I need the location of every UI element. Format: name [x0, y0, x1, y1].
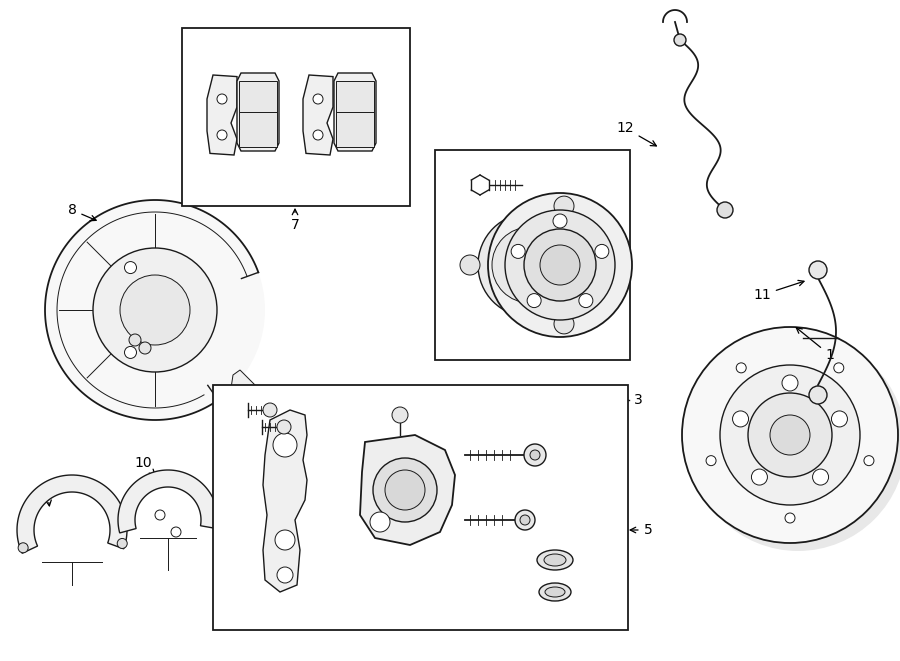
Circle shape [785, 513, 795, 523]
Circle shape [553, 214, 567, 228]
Bar [435, 150, 630, 360]
Circle shape [478, 213, 582, 317]
Circle shape [120, 275, 190, 345]
Text: 6: 6 [302, 570, 382, 597]
Circle shape [674, 34, 686, 46]
Text: 1: 1 [796, 328, 834, 362]
Circle shape [595, 245, 608, 258]
Ellipse shape [545, 587, 565, 597]
Circle shape [217, 94, 227, 104]
Circle shape [129, 334, 141, 346]
Circle shape [392, 407, 408, 423]
Circle shape [706, 455, 716, 465]
Circle shape [748, 393, 832, 477]
Text: 3: 3 [622, 393, 643, 407]
Circle shape [809, 261, 827, 279]
Bar [182, 28, 410, 206]
Polygon shape [237, 73, 279, 151]
Circle shape [520, 515, 530, 525]
Polygon shape [118, 470, 218, 533]
Circle shape [273, 433, 297, 457]
Circle shape [492, 227, 568, 303]
Ellipse shape [544, 554, 566, 566]
Circle shape [277, 567, 293, 583]
Polygon shape [207, 75, 237, 155]
Text: 7: 7 [291, 209, 300, 232]
Polygon shape [17, 475, 127, 553]
Circle shape [524, 229, 596, 301]
Circle shape [690, 335, 900, 551]
Polygon shape [263, 410, 307, 592]
Circle shape [717, 202, 733, 218]
Polygon shape [230, 370, 260, 410]
Circle shape [530, 450, 540, 460]
Circle shape [554, 196, 574, 216]
Circle shape [313, 130, 323, 140]
Circle shape [263, 403, 277, 417]
Text: 2: 2 [438, 278, 459, 292]
Text: 12: 12 [616, 121, 656, 146]
Circle shape [370, 512, 390, 532]
Circle shape [124, 346, 137, 358]
Circle shape [313, 94, 323, 104]
Circle shape [373, 458, 437, 522]
Circle shape [527, 293, 541, 307]
Text: 11: 11 [753, 280, 804, 302]
Circle shape [720, 365, 860, 505]
Circle shape [832, 411, 848, 427]
Circle shape [579, 293, 593, 307]
Circle shape [752, 469, 768, 485]
Circle shape [511, 245, 526, 258]
Circle shape [554, 314, 574, 334]
Circle shape [524, 444, 546, 466]
Circle shape [385, 470, 425, 510]
Circle shape [217, 130, 227, 140]
Circle shape [277, 420, 291, 434]
Text: 8: 8 [68, 203, 96, 221]
Text: 9: 9 [42, 483, 51, 506]
Circle shape [117, 539, 127, 549]
Circle shape [813, 469, 829, 485]
Circle shape [833, 363, 844, 373]
Circle shape [736, 363, 746, 373]
Circle shape [682, 327, 898, 543]
Text: 10: 10 [134, 456, 155, 475]
Circle shape [45, 200, 265, 420]
Polygon shape [239, 81, 277, 147]
Circle shape [155, 510, 165, 520]
Circle shape [770, 415, 810, 455]
Polygon shape [336, 81, 374, 147]
Polygon shape [360, 435, 455, 545]
Circle shape [93, 248, 217, 372]
Circle shape [505, 210, 615, 320]
Circle shape [733, 411, 749, 427]
Circle shape [782, 375, 798, 391]
Bar [213, 385, 628, 630]
Circle shape [124, 262, 137, 274]
Circle shape [809, 386, 827, 404]
Circle shape [18, 543, 28, 553]
Circle shape [275, 530, 295, 550]
Circle shape [460, 255, 480, 275]
Circle shape [488, 193, 632, 337]
Circle shape [864, 455, 874, 465]
Circle shape [171, 527, 181, 537]
Polygon shape [334, 73, 376, 151]
Polygon shape [303, 75, 333, 155]
Ellipse shape [539, 583, 571, 601]
Circle shape [139, 342, 151, 354]
Circle shape [515, 510, 535, 530]
Text: 4: 4 [527, 175, 550, 189]
Circle shape [540, 245, 580, 285]
Ellipse shape [537, 550, 573, 570]
Text: 5: 5 [630, 523, 652, 537]
